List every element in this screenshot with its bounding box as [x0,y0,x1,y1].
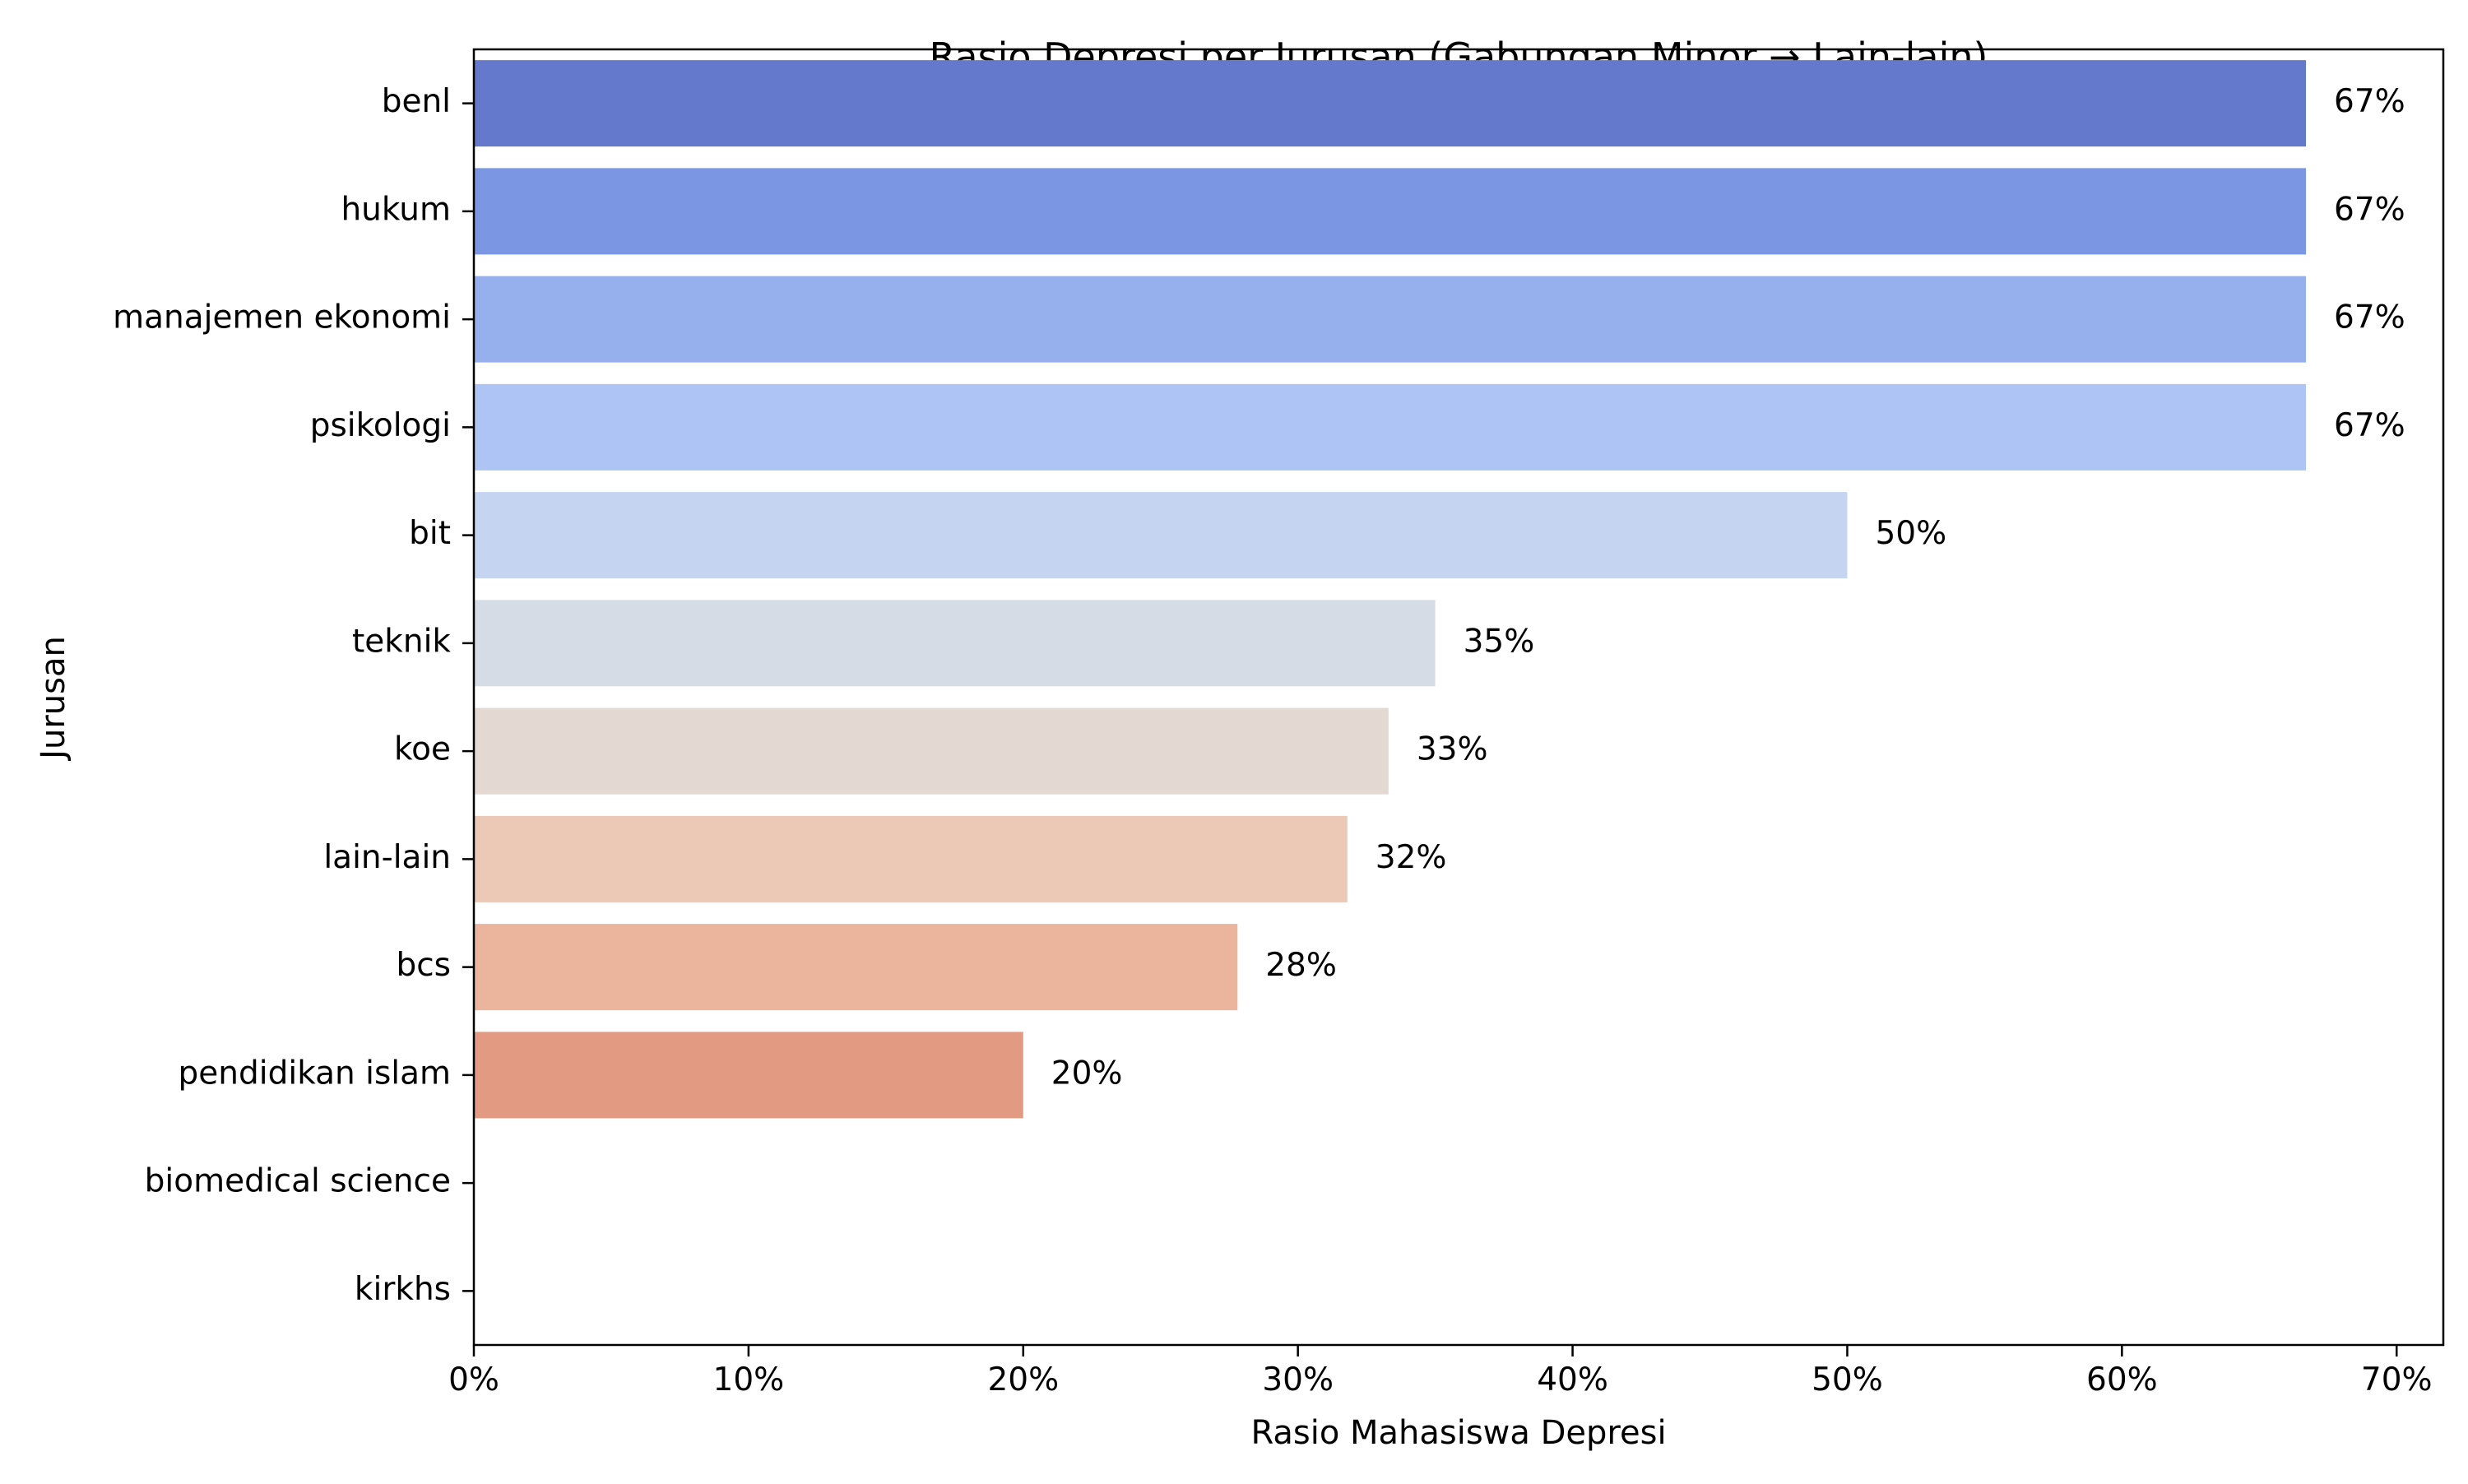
y-tick-label-4: bit [409,515,451,552]
y-tick-label-1: hukum [341,191,451,228]
x-axis-ticks: 0% 10% 20% 30% 40% 50% 60% 70% [448,1345,2433,1398]
plot-frame [472,48,2445,1347]
data-label-8: 28% [1265,947,1337,984]
y-tick-label-11: kirkhs [355,1271,451,1308]
bar-4 [474,492,1848,579]
data-label-0: 67% [2334,83,2405,120]
bar-1 [474,168,2307,255]
bar-0 [474,60,2307,147]
data-label-6: 33% [1417,731,1488,768]
x-tick-label-4: 40% [1537,1361,1608,1398]
y-axis-label: Jurusan [35,636,72,762]
data-label-4: 50% [1875,515,1946,552]
bar-9 [474,1032,1023,1119]
y-axis-ticks: benl hukum manajemen ekonomi psikologi bit te… [113,83,474,1308]
x-tick-label-0: 0% [448,1361,499,1398]
y-tick-label-0: benl [382,83,451,120]
y-tick-label-6: koe [394,731,451,768]
bar-2 [474,276,2307,363]
y-tick-label-8: bcs [396,947,451,984]
x-tick-label-3: 30% [1262,1361,1334,1398]
bar-7 [474,815,1348,902]
x-tick-label-5: 50% [1812,1361,1883,1398]
data-label-9: 20% [1051,1055,1123,1092]
y-tick-label-9: pendidikan islam [179,1055,451,1092]
data-label-5: 35% [1464,623,1535,660]
bar-8 [474,924,1238,1011]
value-labels-group: 67% 67% 67% 67% 50% 35% 33% 32% 28% 20% [1051,83,2405,1092]
x-tick-label-2: 20% [987,1361,1059,1398]
y-tick-label-10: biomedical science [145,1163,451,1200]
y-tick-label-7: lain-lain [323,839,451,876]
bar-5 [474,600,1436,687]
x-tick-label-6: 60% [2086,1361,2158,1398]
y-tick-label-3: psikologi [310,407,451,444]
data-label-2: 67% [2334,299,2405,336]
bars-group [474,60,2307,1119]
data-label-7: 32% [1375,839,1447,876]
y-tick-label-5: teknik [352,623,451,660]
x-tick-label-7: 70% [2361,1361,2433,1398]
data-label-3: 67% [2334,407,2405,444]
bar-3 [474,383,2307,471]
x-axis-label: Rasio Mahasiswa Depresi [1250,1414,1666,1452]
bar-6 [474,707,1389,795]
y-tick-label-2: manajemen ekonomi [113,299,451,336]
data-label-1: 67% [2334,191,2405,228]
x-tick-label-1: 10% [713,1361,785,1398]
